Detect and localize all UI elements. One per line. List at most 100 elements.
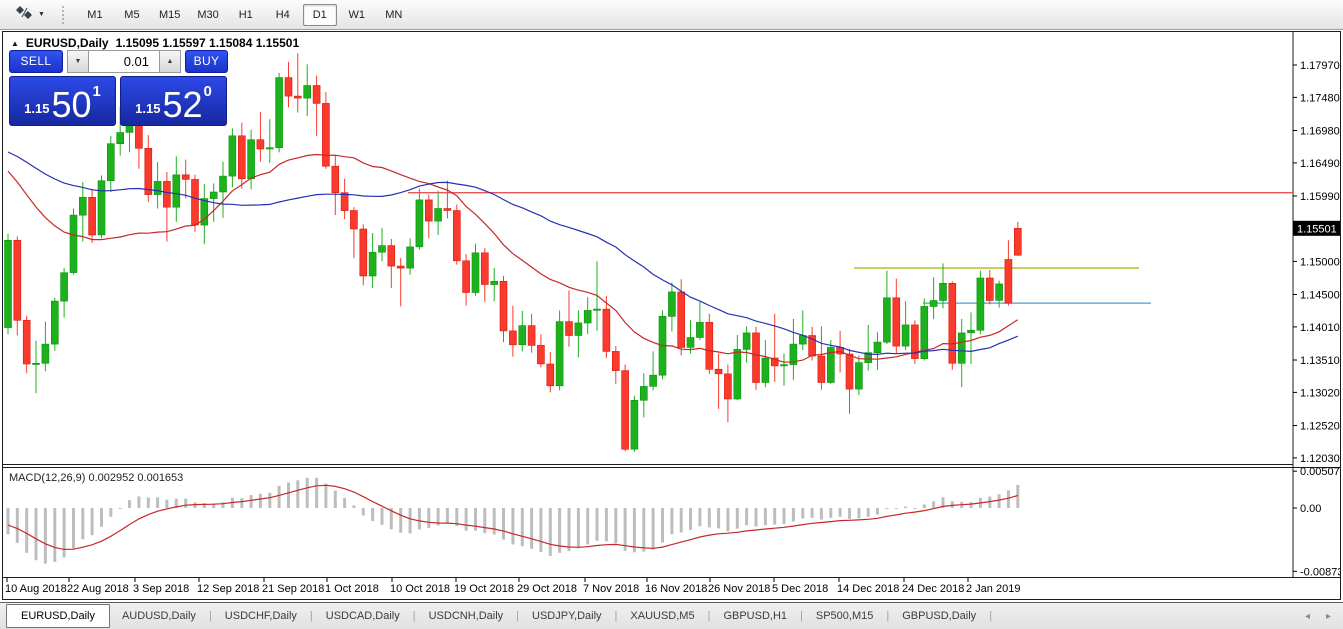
svg-text:26 Nov 2018: 26 Nov 2018 (708, 583, 770, 595)
horizontal-level-lines (408, 192, 1293, 304)
chart-tab-usdcnh-daily[interactable]: USDCNH,Daily (428, 610, 504, 622)
svg-text:0.00: 0.00 (1300, 503, 1321, 515)
macd-axis: 0.005074 0.00 -0.00873 (1293, 466, 1343, 578)
svg-text:5 Dec 2018: 5 Dec 2018 (772, 583, 828, 595)
sell-pipette: 1 (92, 83, 101, 100)
chart-tab-bar: EURUSD,Daily AUDUSD,Daily | USDCHF,Daily | US… (0, 602, 1343, 629)
volume-decrease-button[interactable]: ▼ (67, 50, 89, 73)
buy-pips: 52 (162, 84, 203, 126)
svg-text:1.14010: 1.14010 (1300, 322, 1340, 334)
tab-separator: | (208, 610, 212, 622)
svg-text:10 Oct 2018: 10 Oct 2018 (390, 583, 450, 595)
svg-text:24 Dec 2018: 24 Dec 2018 (902, 583, 964, 595)
spin-down-icon: ▼ (74, 58, 82, 65)
svg-text:21 Sep 2018: 21 Sep 2018 (262, 583, 324, 595)
buy-price-display[interactable]: 1.15 52 0 (120, 76, 227, 126)
svg-text:1.17480: 1.17480 (1300, 92, 1340, 104)
tab-separator: | (800, 610, 803, 622)
timeframe-button-mn[interactable]: MN (385, 8, 403, 21)
tab-separator: | (309, 610, 313, 622)
timeframe-button-m1[interactable]: M1 (87, 8, 103, 21)
chart-title: ▲ EURUSD,Daily 1.15095 1.15597 1.15084 1… (11, 36, 299, 50)
volume-stepper: ▼ ▲ (67, 50, 181, 73)
top-toolbar: ▼ M1 M5 M15 M30 H1 H4 D1 W1 MN (0, 0, 1343, 30)
tab-separator: | (412, 610, 416, 622)
svg-text:1.12030: 1.12030 (1300, 453, 1340, 465)
svg-text:1.15990: 1.15990 (1300, 191, 1340, 203)
svg-text:19 Oct 2018: 19 Oct 2018 (454, 583, 514, 595)
timeframe-button-h1[interactable]: H1 (238, 8, 253, 21)
tab-separator: | (989, 610, 993, 622)
volume-increase-button[interactable]: ▲ (159, 50, 181, 73)
timeframe-buttons: M1 M5 M15 M30 H1 H4 D1 W1 MN (78, 3, 414, 26)
chart-tab-xauusd-m5[interactable]: XAUUSD,M5 (630, 610, 695, 622)
tab-scroll-arrows: ◂ ▸ (1305, 611, 1343, 622)
chart-tab-usdchf-daily[interactable]: USDCHF,Daily (224, 610, 297, 622)
chart-period-dropdown-button[interactable]: ▼ (10, 2, 50, 28)
timeframe-button-h4[interactable]: H4 (275, 8, 290, 21)
macd-label: MACD(12,26,9) 0.002952 0.001653 (9, 472, 183, 484)
chart-tab-eurusd-daily[interactable]: EURUSD,Daily (6, 604, 110, 628)
trade-panel-prices: 1.15 50 1 1.15 52 0 (9, 76, 228, 126)
trade-panel-controls: SELL ▼ ▲ BUY (9, 50, 228, 73)
svg-text:12 Sep 2018: 12 Sep 2018 (197, 583, 259, 595)
svg-text:1 Oct 2018: 1 Oct 2018 (325, 583, 379, 595)
pane-frame (3, 32, 1340, 578)
ma-slow-line (7, 151, 1019, 356)
timeframe-button-m30[interactable]: M30 (197, 8, 219, 21)
svg-text:29 Oct 2018: 29 Oct 2018 (517, 583, 577, 595)
svg-text:0.005074: 0.005074 (1300, 466, 1340, 478)
tab-separator: | (516, 610, 520, 622)
current-price-badge: 1.15501 (1293, 220, 1340, 236)
timeframe-button-d1[interactable]: D1 (302, 3, 337, 26)
chart-tabs: EURUSD,Daily AUDUSD,Daily | USDCHF,Daily | US… (6, 604, 993, 628)
dropdown-caret-icon: ▼ (38, 11, 45, 18)
toolbar-grip[interactable] (61, 5, 68, 24)
chart-tab-audusd-daily[interactable]: AUDUSD,Daily (121, 610, 196, 622)
chart-period-icon (15, 5, 34, 25)
svg-text:1.13020: 1.13020 (1300, 387, 1340, 399)
tab-separator: | (614, 610, 618, 622)
chart-tab-usdjpy-daily[interactable]: USDJPY,Daily (532, 610, 602, 622)
tab-scroll-right-button[interactable]: ▸ (1325, 610, 1331, 622)
tab-scroll-left-button[interactable]: ◂ (1304, 610, 1310, 622)
svg-text:14 Dec 2018: 14 Dec 2018 (837, 583, 899, 595)
timeframe-button-w1[interactable]: W1 (348, 8, 366, 21)
svg-text:1.15501: 1.15501 (1297, 223, 1337, 235)
svg-text:16 Nov 2018: 16 Nov 2018 (645, 583, 707, 595)
time-axis: 10 Aug 2018 22 Aug 2018 3 Sep 2018 12 Sep 2… (5, 578, 1020, 595)
svg-text:-0.00873: -0.00873 (1300, 566, 1340, 578)
sell-pips: 50 (51, 84, 92, 126)
buy-button[interactable]: BUY (185, 50, 228, 73)
sell-big-figure: 1.15 (24, 101, 50, 116)
sell-button[interactable]: SELL (9, 50, 63, 73)
tab-separator: | (707, 610, 711, 622)
spin-up-icon: ▲ (166, 58, 174, 65)
chart-tab-gbpusd-h1[interactable]: GBPUSD,H1 (723, 610, 788, 622)
buy-big-figure: 1.15 (135, 101, 161, 116)
timeframe-button-m5[interactable]: M5 (124, 8, 140, 21)
one-click-trade-panel: SELL ▼ ▲ BUY 1.15 50 1 1.15 52 0 (9, 50, 228, 126)
svg-text:1.12520: 1.12520 (1300, 421, 1340, 433)
timeframe-button-m15[interactable]: M15 (158, 8, 181, 21)
volume-input[interactable] (89, 50, 159, 73)
price-axis: 1.17970 1.17480 1.16980 1.16490 1.15990 1.150… (1293, 60, 1340, 465)
svg-text:7 Nov 2018: 7 Nov 2018 (583, 583, 639, 595)
svg-text:1.16490: 1.16490 (1300, 158, 1340, 170)
chart-tab-sp500-m15[interactable]: SP500,M15 (815, 610, 874, 622)
chart-symbol-period: EURUSD,Daily (25, 36, 109, 50)
svg-text:1.15000: 1.15000 (1300, 256, 1340, 268)
svg-text:1.16980: 1.16980 (1300, 126, 1340, 138)
chart-window: MACD(12,26,9) 0.002952 0.001653 1.17970 1.… (2, 31, 1343, 600)
svg-text:3 Sep 2018: 3 Sep 2018 (133, 583, 189, 595)
svg-text:2 Jan 2019: 2 Jan 2019 (966, 583, 1020, 595)
price-chart-canvas[interactable]: MACD(12,26,9) 0.002952 0.001653 1.17970 1.… (3, 32, 1343, 599)
collapse-chart-icon[interactable]: ▲ (11, 38, 19, 48)
chart-tab-usdcad-daily[interactable]: USDCAD,Daily (325, 610, 400, 622)
macd-signal-line (7, 484, 1018, 551)
sell-price-display[interactable]: 1.15 50 1 (9, 76, 116, 126)
ma-fast-line (7, 153, 1019, 363)
svg-text:1.14500: 1.14500 (1300, 290, 1340, 302)
tab-separator: | (886, 610, 890, 622)
chart-tab-gbpusd-daily[interactable]: GBPUSD,Daily (902, 610, 977, 622)
